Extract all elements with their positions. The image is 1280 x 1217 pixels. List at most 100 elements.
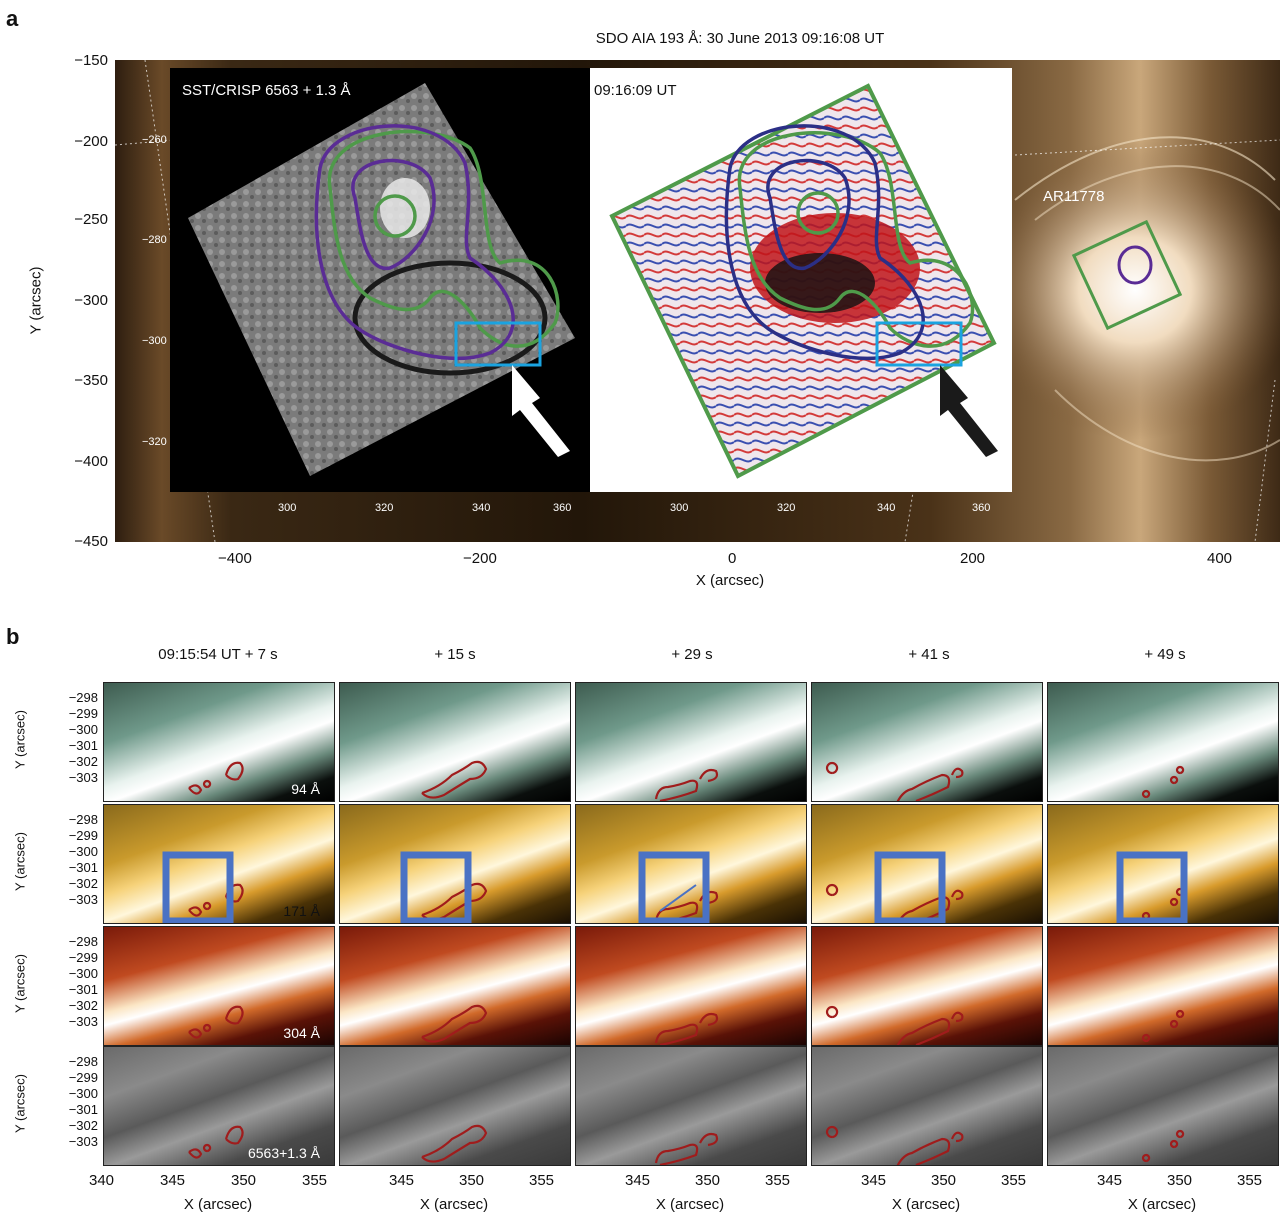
panel-b-ytick: −299: [68, 706, 98, 721]
panel-b-ytick: −301: [68, 738, 98, 753]
panel-b-letter: b: [6, 624, 20, 649]
inset-doppler: 09:16:09 UT: [590, 68, 1012, 492]
doppler-navy-contour: [724, 124, 925, 361]
brightening-contour: [188, 1125, 244, 1159]
brightening-contour: [421, 882, 488, 921]
contour-overlay: [654, 768, 719, 801]
brightening-contour: [1141, 765, 1185, 799]
panel-b-ytick: −302: [68, 876, 98, 891]
contour-overlay: [421, 1124, 488, 1163]
subpanel-r3-c4: [811, 926, 1043, 1046]
contour-overlay: [1141, 1129, 1185, 1163]
panel-b-ytick: −299: [68, 828, 98, 843]
contour-overlay: [421, 760, 488, 799]
contour-overlay: [825, 1125, 964, 1165]
subpanel-r1-c3: [575, 682, 807, 802]
brightening-contour: [421, 1124, 488, 1163]
brightening-contour: [188, 883, 244, 917]
panel-b-ytick: −299: [68, 950, 98, 965]
panel-b-ytick: −300: [68, 722, 98, 737]
contour-overlay: [188, 1125, 244, 1159]
panel-b-ytick: −303: [68, 1014, 98, 1029]
subpanel-r2-c4: [811, 804, 1043, 924]
panel-a-ytick: −400: [74, 453, 108, 470]
brightening-contour: [825, 1125, 964, 1165]
subpanel-r2-c2: [339, 804, 571, 924]
contour-overlay: [400, 851, 488, 923]
brightening-contour: [188, 1005, 244, 1039]
highlight-box: [1116, 851, 1188, 923]
ar-label: AR11778: [1043, 188, 1105, 205]
subpanel-r3-c3: [575, 926, 807, 1046]
panel-a-xtick: 400: [1207, 550, 1233, 567]
crisp-ytick: −280: [142, 234, 167, 246]
panel-a-xtick: 200: [960, 550, 986, 567]
doppler-label: 09:16:09 UT: [594, 82, 677, 99]
panel-b-ylabel: Y (arcsec): [12, 954, 28, 1013]
highlight-box: [162, 851, 234, 923]
subpanel-r1-c1: 94 Å: [103, 682, 335, 802]
panel-b-ytick: −300: [68, 844, 98, 859]
subpanel-r4-c2: [339, 1046, 571, 1166]
contour-overlay: [825, 1005, 964, 1045]
subpanel-r2-c1: 171 Å: [103, 804, 335, 924]
panel-b-ytick: −303: [68, 1134, 98, 1149]
doppler-green-contour: [737, 131, 975, 348]
crisp-xtick: 320: [375, 502, 394, 514]
panel-a-ytick: −250: [74, 211, 108, 228]
contour-overlay: [1141, 1009, 1185, 1043]
inset-crisp: SST/CRISP 6563 + 1.3 Å −260 −280 −300 −3…: [142, 68, 590, 492]
column-title: + 15 s: [434, 646, 476, 663]
contour-overlay: [188, 761, 244, 795]
subpanel-r3-c1: 304 Å: [103, 926, 335, 1046]
contour-overlay: [1141, 765, 1185, 799]
panel-b-ytick: −302: [68, 754, 98, 769]
contour-overlay: [421, 1004, 488, 1043]
brightening-contour: [825, 761, 964, 801]
fov-contour: [1117, 245, 1153, 285]
aia-overlay: [115, 60, 1280, 542]
panel-b-ytick: −298: [68, 1054, 98, 1069]
panel-a-ytick: −200: [74, 133, 108, 150]
brightening-contour: [1141, 1129, 1185, 1163]
crisp-xtick: 340: [472, 502, 491, 514]
subpanel-r4-c4: [811, 1046, 1043, 1166]
panel-b-ytick: −302: [68, 998, 98, 1013]
crisp-purple-inner: [351, 158, 436, 270]
brightening-contour: [654, 1012, 719, 1045]
crisp-ytick: −320: [142, 436, 167, 448]
crisp-green-core: [373, 194, 417, 238]
subpanel-r2-c5: [1047, 804, 1279, 924]
brightening-contour: [1141, 887, 1185, 921]
contour-overlay: [654, 1132, 719, 1165]
panel-b-ytick: −298: [68, 812, 98, 827]
panel-a-xlabel: X (arcsec): [695, 572, 765, 589]
contour-overlay: [1116, 851, 1188, 923]
active-region-glow: [975, 140, 1280, 440]
column-title: 09:15:54 UT + 7 s: [158, 646, 278, 663]
panel-b-ytick: −302: [68, 1118, 98, 1133]
panel-b-ytick: −298: [68, 934, 98, 949]
crisp-label: SST/CRISP 6563 + 1.3 Å: [182, 82, 351, 99]
crisp-green-contour: [327, 129, 560, 348]
panel-b-ytick: −301: [68, 860, 98, 875]
highlight-box: [874, 851, 946, 923]
fov-box: [1071, 219, 1183, 331]
panel-b-ytick: −298: [68, 690, 98, 705]
panel-a-letter: a: [6, 6, 19, 31]
brightening-contour: [421, 1004, 488, 1043]
crisp-ytick: −300: [142, 335, 167, 347]
crisp-blue-box: [454, 321, 542, 367]
doppler-blue-box: [875, 321, 963, 367]
panel-b-ytick: −301: [68, 982, 98, 997]
subpanel-r1-c2: [339, 682, 571, 802]
row-wavelength-label: 171 Å: [283, 903, 320, 919]
brightening-contour: [1141, 1009, 1185, 1043]
doppler-xtick: 360: [972, 502, 991, 514]
column-title: + 29 s: [671, 646, 713, 663]
contour-overlay: [638, 851, 719, 923]
crisp-white-arrow: [512, 365, 570, 457]
contour-overlay: [188, 1005, 244, 1039]
panel-a-ytick: −350: [74, 372, 108, 389]
